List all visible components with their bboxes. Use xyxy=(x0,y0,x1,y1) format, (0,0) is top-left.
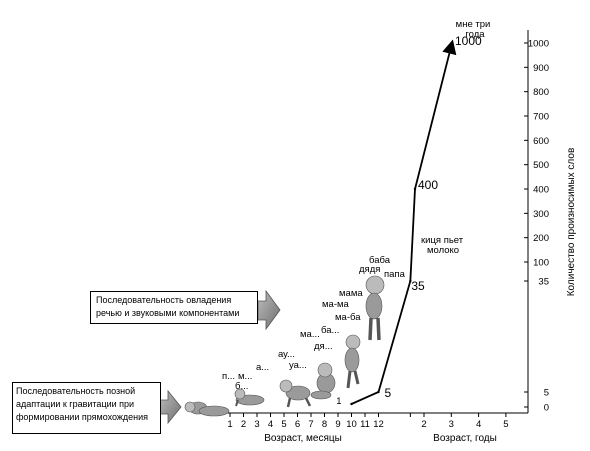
sound-annotation: ма-ба xyxy=(335,312,361,323)
y-tick-label: 5 xyxy=(544,388,549,399)
x-axis-years-label: Возраст, годы xyxy=(433,433,497,444)
y-tick-label: 700 xyxy=(533,112,549,123)
sound-annotation: баба xyxy=(369,255,391,266)
y-tick-label: 400 xyxy=(533,185,549,196)
y-tick-label: 1000 xyxy=(528,39,549,50)
sound-annotation: ба... xyxy=(321,325,339,336)
sound-annotation: ма... xyxy=(300,329,320,340)
x-tick-label: 11 xyxy=(360,419,370,430)
point-dot xyxy=(413,187,417,191)
y-tick-label: 35 xyxy=(538,277,549,288)
x-tick-label: 4 xyxy=(268,419,273,430)
x-tick-label: 4 xyxy=(476,419,481,430)
posture-box-line: формировании прямохождения xyxy=(16,412,149,422)
y-tick-label: 800 xyxy=(533,87,549,98)
point-dot xyxy=(377,390,380,394)
sound-annotation: папа xyxy=(384,269,406,280)
x-tick-label: 12 xyxy=(373,419,384,430)
posture-box-line: Последовательность позной xyxy=(16,386,136,396)
sound-annotation: ау... xyxy=(278,349,295,360)
x-tick-label: 2 xyxy=(241,419,246,430)
sound-annotation: б... xyxy=(235,381,248,392)
sound-annotation: дя... xyxy=(314,341,333,352)
sound-annotation: уа... xyxy=(289,360,307,371)
point-label: 1000 xyxy=(455,34,482,48)
x-tick-label: 3 xyxy=(254,419,259,430)
x-tick-label: 6 xyxy=(295,419,300,430)
baby-kneeling-image xyxy=(344,334,361,389)
y-tick-label: 300 xyxy=(533,209,549,220)
baby-lying-image xyxy=(184,401,230,417)
point-dot xyxy=(350,402,353,406)
sound-annotation: мама xyxy=(339,288,363,299)
y-tick-label: 500 xyxy=(533,160,549,171)
point-label: 1 xyxy=(336,396,341,407)
x-tick-label: 7 xyxy=(308,419,313,430)
end-label-line2: года xyxy=(465,29,485,40)
y-tick-label: 900 xyxy=(533,63,549,74)
point-label: 35 xyxy=(411,279,425,293)
y-axis-label: Количество произносимых слов xyxy=(566,148,577,297)
point-dot xyxy=(409,279,412,283)
sound-annotation: ма-ма xyxy=(322,299,350,310)
x-tick-label: 1 xyxy=(227,419,232,430)
arrow-icon xyxy=(159,389,182,425)
x-tick-label: 2 xyxy=(421,419,426,430)
arrow-icon xyxy=(257,289,281,331)
speech-sequence-box: Последовательность овладения речью и зву… xyxy=(90,291,258,324)
baby-sitting-image xyxy=(310,362,336,400)
phrase-annotation: киця пьет xyxy=(421,235,464,246)
y-tick-label: 100 xyxy=(533,258,549,269)
series-line xyxy=(351,39,457,405)
x-tick-label: 9 xyxy=(335,419,340,430)
baby-crawling-image xyxy=(279,379,312,408)
baby-standing-image xyxy=(365,275,385,341)
posture-box-line: адаптации к гравитации при xyxy=(16,399,135,409)
x-tick-label: 5 xyxy=(281,419,286,430)
sound-annotation: а... xyxy=(256,362,269,373)
y-tick-label: 600 xyxy=(533,136,549,147)
sound-annotation: дядя xyxy=(359,264,380,275)
posture-sequence-box: Последовательность позной адаптации к гр… xyxy=(12,382,161,434)
sound-annotation: м... xyxy=(238,371,252,382)
sound-annotation: п... xyxy=(222,371,235,382)
x-tick-label: 8 xyxy=(322,419,327,430)
y-tick-label: 0 xyxy=(544,403,549,414)
y-tick-label: 200 xyxy=(533,233,549,244)
point-label: 5 xyxy=(385,386,392,400)
x-tick-label: 5 xyxy=(503,419,508,430)
x-tick-label: 10 xyxy=(346,419,357,430)
x-axis-months-label: Возраст, месяцы xyxy=(264,433,342,444)
speech-box-line: Последовательность овладения xyxy=(96,295,232,305)
speech-box-line: речью и звуковыми компонентами xyxy=(96,308,240,318)
point-label: 400 xyxy=(418,178,438,192)
end-label-line1: мне три xyxy=(456,19,491,30)
baby-propped-image xyxy=(234,388,265,407)
phrase-annotation: молоко xyxy=(427,245,459,256)
x-tick-label: 3 xyxy=(449,419,454,430)
